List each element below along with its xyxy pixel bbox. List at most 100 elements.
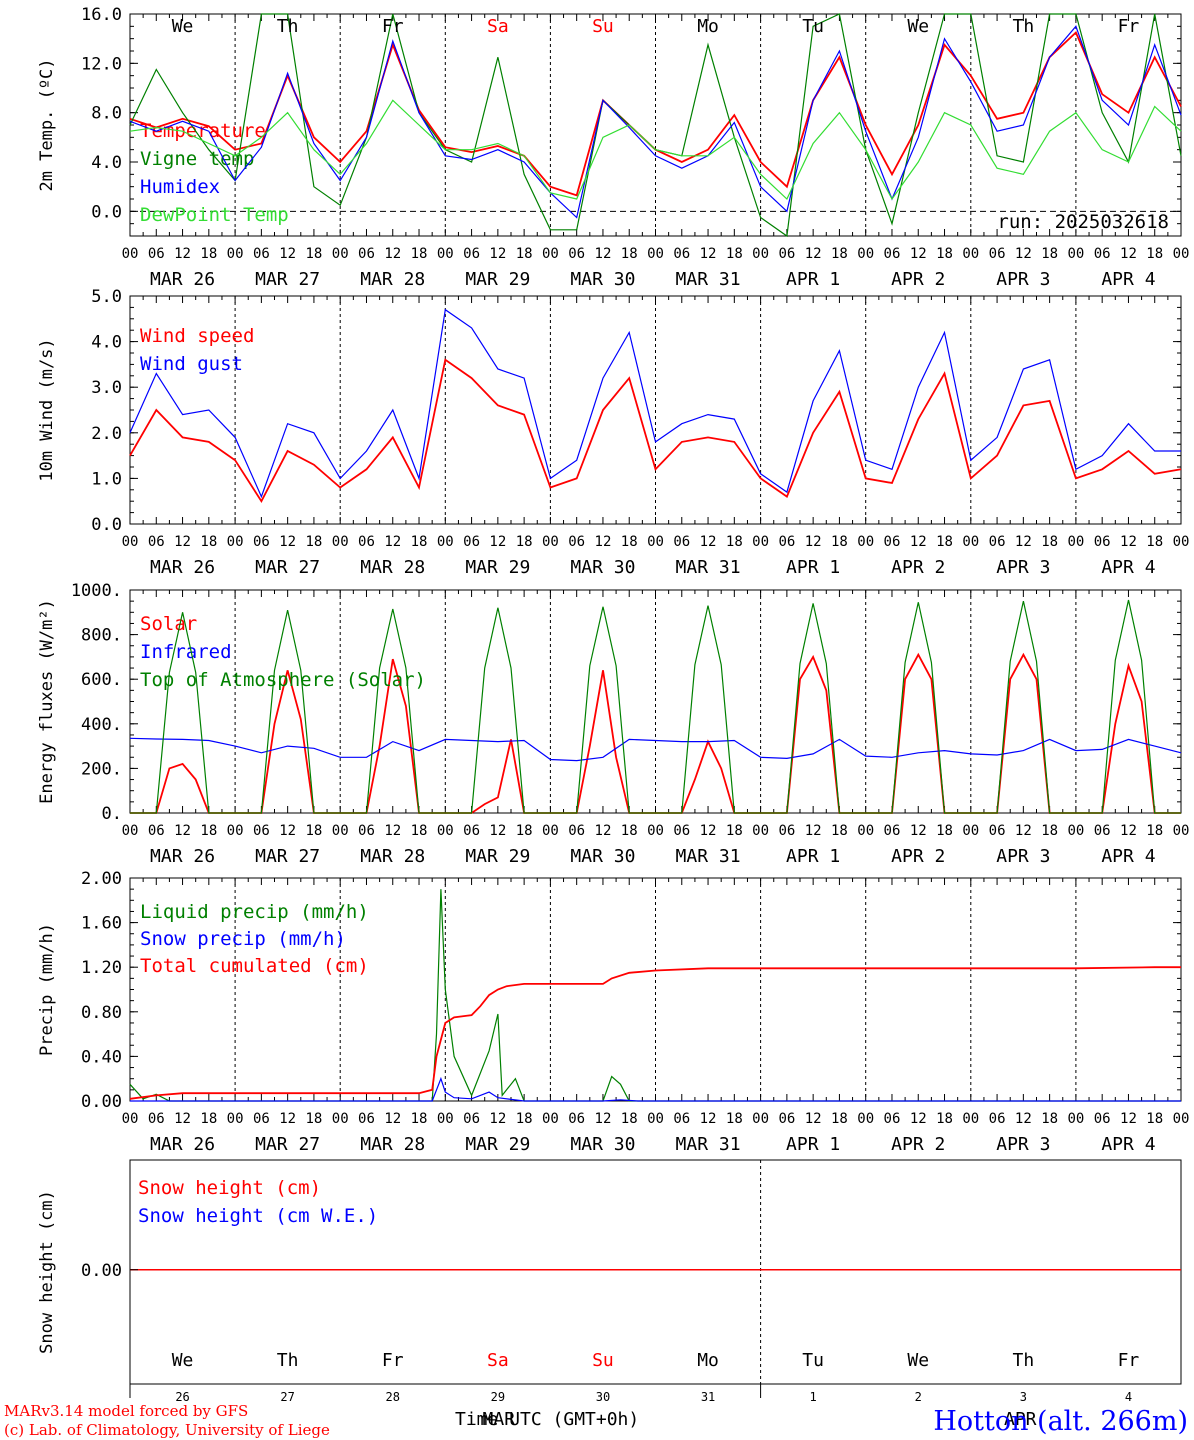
day-name: Mo: [697, 1350, 719, 1371]
hour-label: 06: [568, 1111, 585, 1127]
hour-label: 00: [647, 823, 664, 839]
hour-label: 06: [778, 1111, 795, 1127]
hour-label: 12: [595, 823, 612, 839]
series-line: [129, 308, 1181, 499]
hour-label: 18: [1041, 823, 1058, 839]
date-label: APR 1: [786, 846, 840, 867]
hour-label: 00: [332, 823, 349, 839]
date-label: MAR 28: [360, 1134, 425, 1155]
day-name: Fr: [382, 16, 404, 37]
hour-label: 00: [1173, 1111, 1190, 1127]
hour-label: 00: [122, 1111, 139, 1127]
hour-label: 00: [962, 1111, 979, 1127]
legend-red: Solar: [140, 613, 197, 635]
series-line: [129, 358, 1182, 503]
hour-label: 12: [279, 823, 296, 839]
day-number: 29: [491, 1390, 505, 1404]
date-label: APR 4: [1101, 557, 1155, 578]
hour-label: 00: [857, 823, 874, 839]
hour-label: 12: [174, 246, 191, 262]
hour-label: 06: [568, 246, 585, 262]
hour-label: 06: [463, 246, 480, 262]
hour-label: 18: [411, 1111, 428, 1127]
hour-label: 12: [1120, 246, 1137, 262]
y-tick-label: 5.0: [91, 287, 122, 307]
legend-blue: Wind gust: [140, 353, 243, 375]
hour-label: 18: [411, 246, 428, 262]
day-name: Sa: [487, 16, 509, 37]
hour-label: 18: [200, 823, 217, 839]
hour-label: 00: [1173, 246, 1190, 262]
hour-label: 18: [726, 1111, 743, 1127]
hour-label: 06: [673, 246, 690, 262]
hour-label: 18: [936, 534, 953, 550]
hour-label: 18: [516, 823, 533, 839]
hour-label: 18: [726, 534, 743, 550]
legend-lightgreen: DewPoint Temp: [140, 204, 289, 226]
lab-credit: (c) Lab. of Climatology, University of L…: [4, 1421, 330, 1439]
day-name: Mo: [697, 16, 719, 37]
hour-label: 00: [122, 534, 139, 550]
hour-label: 18: [516, 246, 533, 262]
day-name: Th: [1013, 1350, 1035, 1371]
hour-label: 00: [122, 246, 139, 262]
hour-label: 18: [305, 534, 322, 550]
date-label: MAR 26: [150, 846, 215, 867]
hour-label: 18: [411, 534, 428, 550]
hour-label: 18: [411, 823, 428, 839]
legend-blue: Snow height (cm W.E.): [138, 1205, 378, 1227]
hour-label: 18: [936, 246, 953, 262]
hour-label: 06: [253, 1111, 270, 1127]
legend-red: Snow height (cm): [138, 1177, 321, 1199]
y-axis-label: Energy fluxes (W/m²): [37, 599, 57, 804]
day-name: Fr: [1118, 16, 1140, 37]
hour-label: 12: [174, 823, 191, 839]
hour-label: 00: [542, 534, 559, 550]
hour-label: 12: [910, 534, 927, 550]
hour-label: 06: [989, 823, 1006, 839]
hour-label: 06: [358, 1111, 375, 1127]
date-label: APR 1: [786, 557, 840, 578]
legend-blue: Infrared: [140, 641, 232, 663]
hour-label: 18: [831, 1111, 848, 1127]
hour-label: 06: [778, 534, 795, 550]
date-label: MAR 28: [360, 846, 425, 867]
day-name: We: [907, 16, 929, 37]
hour-label: 12: [700, 534, 717, 550]
hour-label: 00: [1067, 246, 1084, 262]
hour-label: 12: [279, 1111, 296, 1127]
hour-label: 00: [752, 823, 769, 839]
hour-label: 00: [437, 246, 454, 262]
date-label: APR 3: [996, 846, 1050, 867]
date-label: MAR 29: [465, 557, 530, 578]
hour-label: 18: [1041, 534, 1058, 550]
date-label: MAR 29: [465, 1134, 530, 1155]
hour-label: 12: [1015, 246, 1032, 262]
day-name: We: [172, 1350, 194, 1371]
date-label: MAR 31: [676, 557, 741, 578]
hour-label: 18: [305, 823, 322, 839]
hour-label: 18: [305, 246, 322, 262]
date-label: APR 3: [996, 269, 1050, 290]
day-number: 3: [1020, 1390, 1027, 1404]
day-number: 31: [701, 1390, 715, 1404]
hour-label: 12: [1015, 823, 1032, 839]
y-axis-label: Snow height (cm): [37, 1190, 57, 1354]
y-axis-label: 2m Temp. (ºC): [37, 58, 57, 191]
y-tick-label: 1000.: [71, 581, 122, 601]
day-number: 4: [1125, 1390, 1132, 1404]
series-line: [129, 737, 1182, 762]
day-number: 28: [386, 1390, 400, 1404]
hour-label: 06: [358, 246, 375, 262]
hour-label: 00: [437, 823, 454, 839]
y-tick-label: 3.0: [91, 378, 122, 398]
hour-label: 00: [752, 246, 769, 262]
hour-label: 06: [673, 534, 690, 550]
hour-label: 12: [279, 534, 296, 550]
hour-label: 06: [1094, 534, 1111, 550]
date-label: APR 2: [891, 846, 945, 867]
day-name: Tu: [802, 16, 824, 37]
hour-label: 06: [673, 1111, 690, 1127]
hour-label: 06: [1094, 246, 1111, 262]
date-label: APR 1: [786, 269, 840, 290]
